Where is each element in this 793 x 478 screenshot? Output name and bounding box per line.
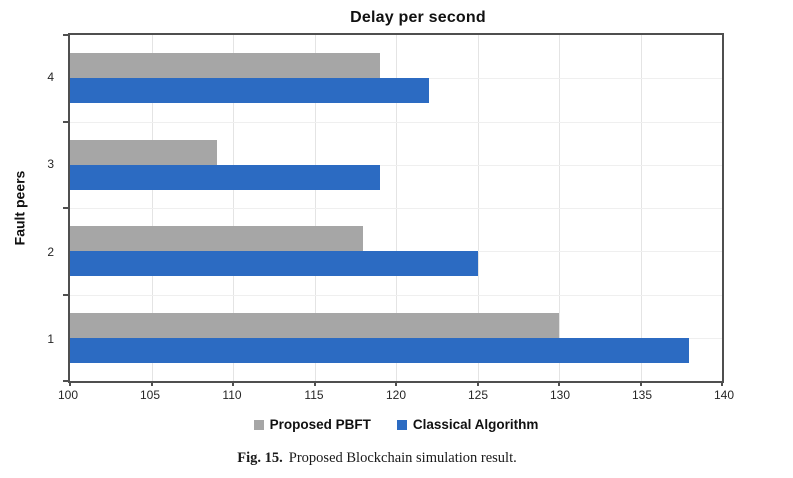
x-tick-label-105: 105 <box>139 388 161 402</box>
bar-classical-algorithm-1 <box>70 337 690 363</box>
chart-title: Delay per second <box>350 9 486 26</box>
legend: Proposed PBFT Classical Algorithm <box>68 417 724 432</box>
x-tick-mark <box>232 381 234 386</box>
y-tick-mark <box>63 293 70 296</box>
figure-number: Fig. 15. <box>237 450 283 466</box>
gridline-horizontal <box>70 121 722 123</box>
legend-swatch-proposed-pbft <box>253 419 264 430</box>
y-tick-mark <box>63 120 70 123</box>
gridline-horizontal <box>70 294 722 296</box>
legend-swatch-classical-algorithm <box>396 419 407 430</box>
gridline-horizontal <box>70 208 722 209</box>
x-tick-label-115: 115 <box>304 388 324 402</box>
y-tick-mark <box>63 34 70 36</box>
y-tick-label-1: 1 <box>47 332 54 347</box>
y-axis-labels: 4 3 2 1 <box>0 33 62 383</box>
x-tick-mark <box>639 381 642 386</box>
x-tick-mark <box>395 381 397 386</box>
x-tick-label-100: 100 <box>57 388 79 402</box>
y-tick-label-2: 2 <box>47 244 54 259</box>
x-tick-label-135: 135 <box>631 388 653 402</box>
x-tick-label-120: 120 <box>385 388 407 402</box>
x-tick-mark <box>313 381 316 386</box>
bar-proposed-pbft-2 <box>70 226 364 252</box>
bar-classical-algorithm-2 <box>70 251 478 277</box>
figure-caption: Fig. 15. Proposed Blockchain simulation r… <box>0 450 754 467</box>
legend-label-proposed-pbft: Proposed PBFT <box>269 417 371 432</box>
x-tick-mark <box>69 381 71 386</box>
y-tick-label-3: 3 <box>47 157 54 172</box>
figure-caption-text: Proposed Blockchain simulation result. <box>288 450 517 466</box>
y-tick-mark <box>63 207 70 209</box>
legend-item-proposed-pbft: Proposed PBFT <box>253 417 371 432</box>
plot-area <box>63 33 724 386</box>
bar-classical-algorithm-3 <box>70 164 380 190</box>
legend-label-classical-algorithm: Classical Algorithm <box>412 417 539 432</box>
x-tick-mark <box>476 381 479 386</box>
x-tick-label-125: 125 <box>467 388 489 402</box>
bar-proposed-pbft-3 <box>70 139 217 165</box>
x-tick-label-110: 110 <box>222 388 242 402</box>
legend-item-classical-algorithm: Classical Algorithm <box>396 417 539 432</box>
x-tick-label-130: 130 <box>549 388 571 402</box>
x-tick-mark <box>558 381 560 386</box>
y-tick-mark <box>63 380 70 382</box>
bar-proposed-pbft-1 <box>70 312 559 338</box>
gridline-horizontal <box>70 164 722 166</box>
x-tick-mark <box>721 381 723 386</box>
bar-classical-algorithm-4 <box>70 78 429 104</box>
bar-proposed-pbft-4 <box>70 53 380 79</box>
x-tick-mark <box>150 381 153 386</box>
y-tick-label-4: 4 <box>47 69 54 84</box>
x-axis-labels: 100 105 110 115 120 125 130 135 140 <box>58 388 734 404</box>
x-tick-label-140: 140 <box>713 388 735 402</box>
